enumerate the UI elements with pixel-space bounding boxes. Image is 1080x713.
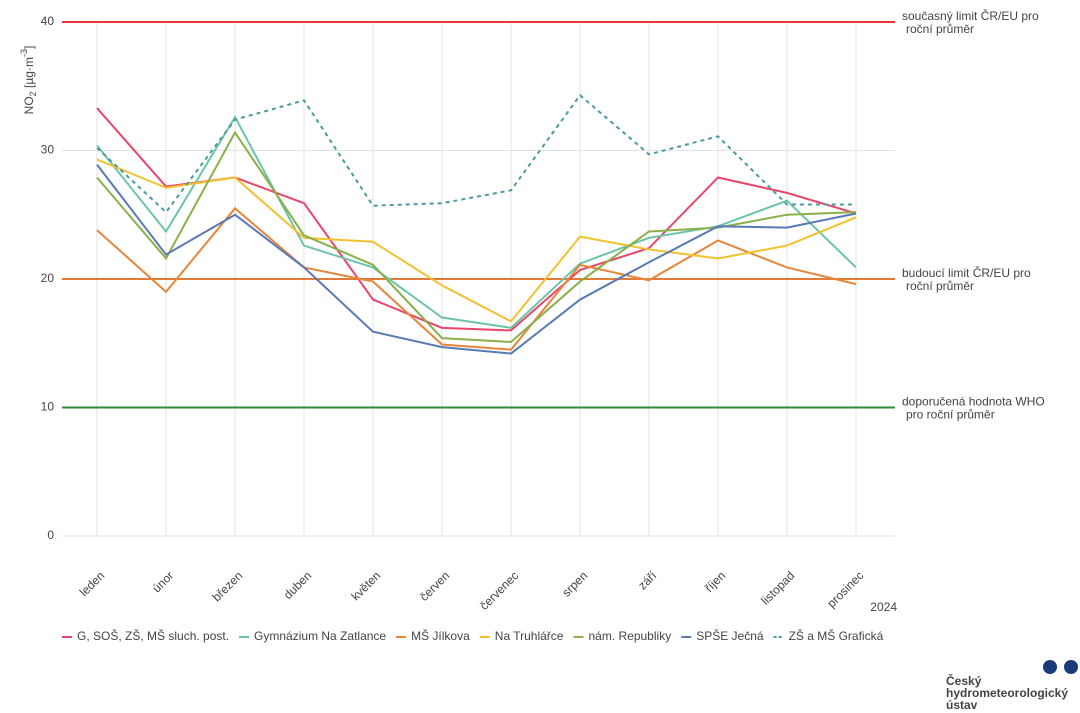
logo: Český hydrometeorologický ústav	[946, 660, 1078, 712]
legend-label: Na Truhlářce	[495, 629, 564, 643]
x-tick-label: leden	[77, 568, 108, 599]
series-line	[96, 107, 857, 332]
x-tick-label: srpen	[559, 568, 590, 599]
y-tick-label: 40	[41, 14, 55, 28]
legend-label: ZŠ a MŠ Grafická	[789, 628, 884, 643]
series-line	[96, 93, 856, 214]
series-line	[96, 158, 857, 323]
reference-label: současný limit ČR/EU pro	[902, 8, 1039, 23]
y-tick-label: 20	[41, 271, 55, 285]
legend-label: Gymnázium Na Zatlance	[254, 629, 386, 643]
x-tick-label: prosinec	[824, 568, 866, 610]
series-line	[96, 164, 857, 355]
y-title-main: NO	[22, 96, 36, 114]
x-tick-label: duben	[281, 568, 314, 601]
reference-label: doporučená hodnota WHO	[902, 395, 1045, 409]
series-line	[96, 130, 857, 343]
logo-mark	[1064, 660, 1078, 674]
y-tick-label: 30	[41, 143, 55, 157]
logo-text: hydrometeorologický	[946, 686, 1068, 700]
logo-text: ústav	[946, 698, 978, 712]
legend: G, SOŠ, ZŠ, MŠ sluch. post. Gymnázium Na …	[62, 628, 884, 643]
legend-label: SPŠE Ječná	[696, 628, 764, 643]
logo-mark	[1043, 660, 1057, 674]
reference-label: roční průměr	[906, 22, 974, 36]
x-tick-label: červenec	[477, 568, 521, 612]
reference-label: budoucí limit ČR/EU pro	[902, 265, 1031, 280]
legend-label: G, SOŠ, ZŠ, MŠ sluch. post.	[77, 628, 229, 643]
y-tick-label: 10	[41, 400, 55, 414]
legend-label: MŠ Jílkova	[411, 628, 470, 643]
series-line	[96, 115, 857, 329]
legend-label: nám. Republiky	[588, 629, 671, 643]
x-tick-label: září	[635, 568, 660, 593]
logo-text: Český	[946, 673, 982, 688]
y-tick-label: 0	[47, 528, 54, 542]
x-tick-label: květen	[348, 568, 383, 603]
x-tick-label: červen	[417, 568, 452, 603]
y-title-unit: [µg·m	[22, 57, 36, 91]
x-tick-label: listopad	[758, 568, 797, 607]
x-tick-label: říjen	[702, 568, 728, 594]
y-title-close: ]	[22, 46, 36, 49]
x-tick-label: březen	[210, 568, 246, 604]
y-title-sup: -3	[19, 49, 29, 57]
y-axis-title: NO2 [µg·m-3]	[19, 46, 38, 115]
x-tick-label: únor	[149, 568, 176, 595]
y-title-sub: 2	[28, 91, 38, 96]
reference-label: pro roční průměr	[906, 408, 995, 422]
x-axis-title: 2024	[870, 600, 897, 614]
reference-label: roční průměr	[906, 279, 974, 293]
